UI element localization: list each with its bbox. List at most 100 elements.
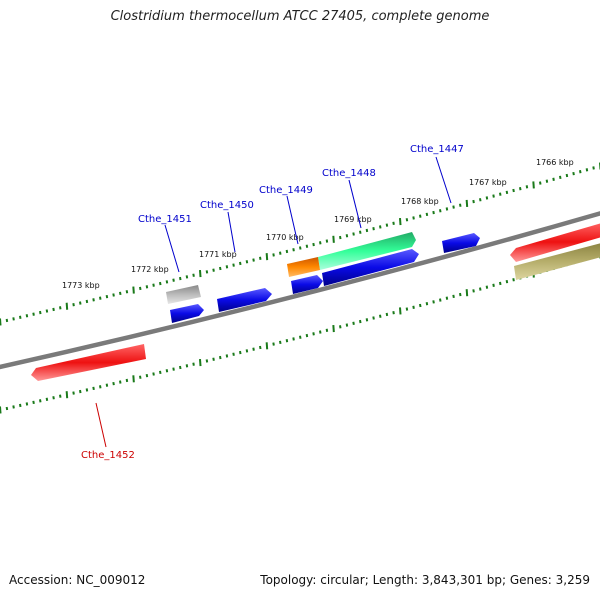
gene-label-cthe-1448[interactable]: Cthe_1448 (322, 168, 376, 179)
minor-tick (472, 289, 475, 293)
minor-tick (99, 385, 102, 389)
length-label: Length: (372, 573, 419, 587)
minor-tick (312, 332, 315, 336)
minor-tick (339, 235, 342, 240)
minor-tick (499, 192, 502, 196)
minor-tick (312, 242, 315, 247)
gene-arrow-cthe-1447[interactable] (442, 233, 480, 253)
minor-tick (325, 239, 329, 243)
gene-arrow-cthe-1452[interactable] (31, 344, 146, 381)
topology-label: Topology: (260, 573, 317, 587)
leader-line-cthe-1452 (95, 402, 107, 448)
gene-arrow-olive-right[interactable] (514, 242, 600, 280)
gene-label-cthe-1451[interactable]: Cthe_1451 (138, 214, 192, 225)
minor-tick (305, 333, 309, 338)
minor-tick (165, 280, 169, 284)
minor-tick (359, 230, 362, 234)
minor-tick (492, 283, 495, 287)
minor-tick (185, 364, 189, 368)
gene-arrow-cthe-1451-gray[interactable] (166, 285, 201, 304)
gene-arrow-cthe-1449-blue[interactable] (291, 275, 323, 294)
major-tick (199, 358, 202, 367)
genes-value: 3,259 (555, 573, 590, 587)
minor-tick (19, 315, 22, 319)
minor-tick (385, 312, 389, 317)
minor-tick (472, 199, 475, 204)
minor-tick (339, 325, 342, 329)
gene-label-cthe-1447[interactable]: Cthe_1447 (410, 144, 464, 155)
minor-tick (245, 260, 249, 264)
minor-tick (5, 318, 9, 323)
minor-tick (552, 177, 555, 181)
gene-label-cthe-1449[interactable]: Cthe_1449 (259, 185, 313, 196)
minor-tick (479, 287, 482, 291)
minor-tick (225, 354, 229, 358)
accession-value: NC_009012 (76, 573, 146, 587)
gene-arrow-red-upper-right[interactable] (510, 222, 600, 262)
gene-arrow-cthe-1449-orange[interactable] (287, 257, 320, 277)
major-tick (0, 406, 2, 414)
minor-tick (459, 203, 462, 207)
minor-tick (385, 223, 389, 227)
minor-tick (425, 212, 429, 217)
footer-accession: Accession: NC_009012 (9, 573, 145, 587)
gene-label-cthe-1450[interactable]: Cthe_1450 (200, 200, 254, 211)
minor-tick (452, 205, 455, 209)
footer-stats: Topology: circular; Length: 3,843,301 bp… (260, 573, 590, 587)
major-tick (132, 286, 135, 294)
minor-tick (192, 362, 195, 366)
gene-label-cthe-1452[interactable]: Cthe_1452 (81, 450, 135, 461)
minor-tick (432, 300, 435, 304)
minor-tick (39, 399, 42, 403)
minor-tick (345, 234, 349, 238)
minor-tick (392, 311, 395, 315)
minor-tick (45, 309, 49, 313)
minor-tick (259, 345, 262, 350)
minor-tick (505, 190, 509, 195)
major-tick (399, 307, 402, 315)
major-tick (265, 253, 269, 261)
minor-tick (439, 209, 442, 213)
minor-tick (512, 278, 515, 282)
minor-tick (212, 268, 215, 272)
major-tick (465, 199, 469, 208)
gene-arrow-cthe-1448[interactable] (318, 232, 416, 270)
minor-tick (105, 383, 109, 387)
minor-tick (112, 381, 115, 386)
minor-tick (85, 299, 89, 304)
minor-tick (159, 370, 162, 375)
minor-tick (92, 386, 95, 391)
minor-tick (405, 218, 409, 222)
minor-tick (299, 335, 302, 339)
upper-scale-ticks (0, 162, 600, 326)
minor-tick (179, 365, 182, 370)
leader-line-cthe-1451 (164, 224, 180, 273)
gene-arrow-cthe-1451[interactable] (170, 304, 204, 323)
minor-tick (205, 270, 209, 274)
minor-tick (285, 339, 289, 343)
minor-tick (345, 323, 349, 327)
minor-tick (279, 340, 282, 345)
scale-label-1768: 1768 kbp (401, 197, 439, 206)
minor-tick (45, 397, 49, 401)
minor-tick (579, 170, 582, 174)
minor-tick (505, 279, 509, 284)
minor-tick (445, 296, 449, 300)
minor-tick (419, 214, 422, 218)
minor-tick (25, 314, 29, 318)
map-title: Clostridium thermocellum ATCC 27405, com… (110, 9, 490, 24)
major-tick (265, 342, 269, 350)
minor-tick (512, 188, 515, 193)
minor-tick (79, 389, 82, 394)
minor-tick (152, 372, 155, 376)
minor-tick (79, 301, 82, 305)
scale-label-1771: 1771 kbp (199, 250, 237, 259)
minor-tick (145, 285, 149, 289)
minor-tick (459, 292, 462, 297)
minor-tick (139, 286, 142, 291)
major-tick (199, 269, 202, 278)
major-tick (465, 289, 469, 297)
gene-arrow-cthe-1450[interactable] (217, 288, 272, 312)
minor-tick (572, 171, 575, 176)
gene-arrow-cthe-1448-blue[interactable] (322, 249, 419, 286)
